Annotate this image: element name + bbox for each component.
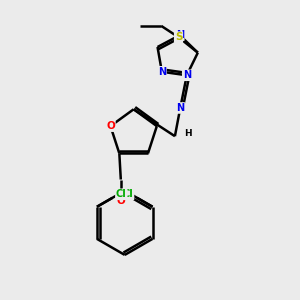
Text: O: O — [106, 121, 115, 131]
Text: O: O — [116, 196, 125, 206]
Text: N: N — [183, 70, 191, 80]
Text: S: S — [175, 32, 182, 42]
Text: Cl: Cl — [123, 189, 134, 199]
Text: N: N — [176, 103, 184, 113]
Text: Cl: Cl — [116, 189, 127, 199]
Text: N: N — [158, 67, 166, 77]
Text: N: N — [176, 30, 184, 40]
Text: H: H — [184, 129, 192, 138]
